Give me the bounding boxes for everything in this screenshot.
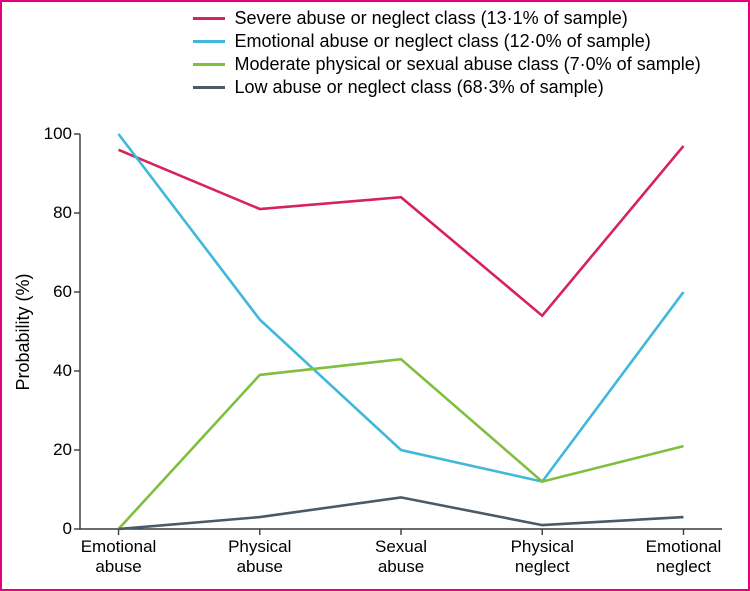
chart-frame: Severe abuse or neglect class (13·1% of … xyxy=(0,0,750,591)
x-tick-label: Physical abuse xyxy=(228,537,291,576)
legend-label: Emotional abuse or neglect class (12·0% … xyxy=(235,31,651,52)
legend-item: Emotional abuse or neglect class (12·0% … xyxy=(193,31,741,52)
legend-swatch xyxy=(193,86,225,89)
series-line-low xyxy=(119,497,684,529)
series-line-moderate xyxy=(119,359,684,529)
legend-label: Severe abuse or neglect class (13·1% of … xyxy=(235,8,628,29)
x-tick-label: Emotional abuse xyxy=(81,537,157,576)
chart-area: Probability (%) 020406080100 Emotional a… xyxy=(10,116,740,581)
legend-item: Severe abuse or neglect class (13·1% of … xyxy=(193,8,741,29)
legend-item: Moderate physical or sexual abuse class … xyxy=(193,54,741,75)
legend-label: Low abuse or neglect class (68·3% of sam… xyxy=(235,77,604,98)
line-chart xyxy=(10,116,740,581)
legend-item: Low abuse or neglect class (68·3% of sam… xyxy=(193,77,741,98)
legend: Severe abuse or neglect class (13·1% of … xyxy=(10,8,740,116)
legend-swatch xyxy=(193,40,225,43)
x-tick-label: Sexual abuse xyxy=(375,537,427,576)
legend-swatch xyxy=(193,17,225,20)
x-tick-label: Physical neglect xyxy=(511,537,574,576)
series-line-severe xyxy=(119,146,684,316)
x-tick-label: Emotional neglect xyxy=(646,537,722,576)
legend-label: Moderate physical or sexual abuse class … xyxy=(235,54,701,75)
legend-swatch xyxy=(193,63,225,66)
